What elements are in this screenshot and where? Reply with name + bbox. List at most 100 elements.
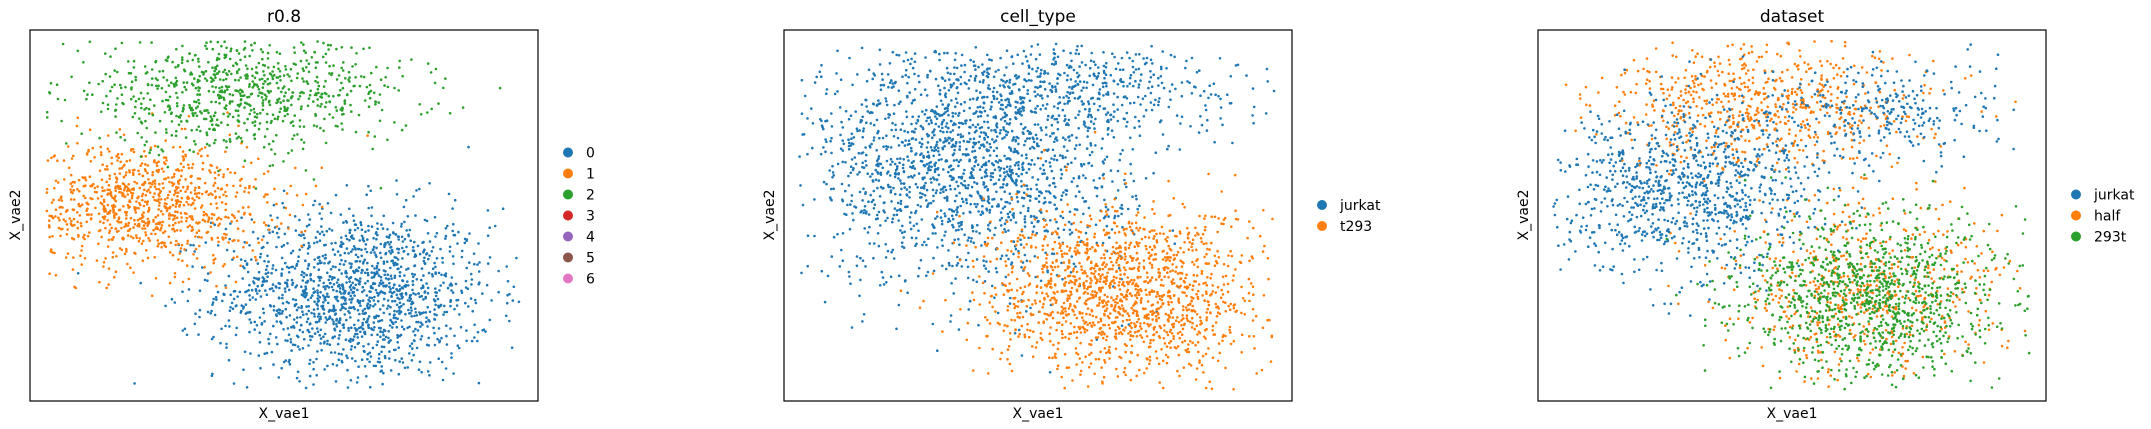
point-0	[306, 298, 310, 302]
point-1	[77, 233, 80, 237]
point-2	[246, 67, 249, 70]
point-1	[186, 187, 189, 191]
legend-label: 1	[586, 167, 595, 183]
point-jurkat	[945, 139, 949, 142]
point-jurkat	[986, 135, 990, 139]
point-1	[108, 223, 112, 226]
point-jurkat	[987, 197, 990, 201]
point-jurkat	[1092, 102, 1096, 106]
point-0	[398, 360, 402, 363]
point-0	[353, 323, 356, 327]
point-jurkat	[947, 261, 951, 265]
point-1	[295, 194, 299, 197]
point-0	[512, 285, 516, 289]
point-0	[364, 311, 368, 315]
point-0	[387, 330, 391, 333]
point-0	[187, 288, 191, 291]
point-1	[170, 198, 174, 201]
point-0	[437, 306, 441, 309]
point-jurkat	[995, 97, 999, 101]
point-0	[414, 311, 418, 314]
point-jurkat	[934, 77, 938, 81]
point-2	[246, 77, 249, 80]
point-1	[213, 171, 217, 174]
point-1	[148, 239, 152, 242]
point-jurkat	[897, 303, 901, 307]
point-jurkat	[967, 236, 971, 239]
point-2	[263, 93, 267, 96]
point-2	[278, 75, 282, 78]
point-1	[89, 160, 93, 163]
point-1	[99, 145, 102, 149]
point-jurkat	[1002, 84, 1005, 87]
point-0	[221, 299, 224, 303]
point-jurkat	[1116, 108, 1119, 111]
legend-marker	[563, 147, 573, 158]
point-1	[232, 256, 235, 260]
point-0	[458, 313, 461, 316]
point-jurkat	[865, 121, 868, 124]
point-jurkat	[1026, 137, 1029, 140]
point-0	[464, 301, 467, 305]
point-jurkat	[1006, 157, 1010, 160]
point-1	[187, 166, 191, 170]
point-1	[163, 198, 167, 201]
point-1	[157, 160, 160, 163]
point-jurkat	[934, 148, 938, 152]
point-0	[418, 360, 422, 364]
point-0	[390, 248, 394, 252]
point-0	[360, 234, 364, 238]
point-1	[52, 155, 56, 158]
point-jurkat	[978, 80, 982, 83]
point-1	[120, 248, 124, 252]
point-1	[203, 266, 206, 269]
point-0	[422, 298, 425, 301]
point-1	[168, 212, 171, 215]
point-jurkat	[881, 276, 885, 279]
point-jurkat	[991, 198, 994, 201]
point-2	[293, 51, 297, 54]
point-0	[433, 318, 437, 321]
point-2	[237, 120, 241, 123]
point-jurkat	[950, 214, 954, 218]
point-jurkat	[873, 242, 876, 245]
point-0	[410, 359, 414, 362]
point-0	[240, 309, 243, 313]
point-jurkat	[828, 169, 831, 172]
point-jurkat	[945, 66, 949, 70]
point-0	[493, 224, 497, 228]
point-jurkat	[862, 129, 865, 133]
point-0	[342, 221, 345, 224]
point-jurkat	[927, 122, 931, 126]
point-1	[179, 162, 183, 165]
point-0	[309, 338, 312, 342]
point-jurkat	[1019, 96, 1022, 99]
point-jurkat	[1036, 144, 1039, 147]
point-0	[290, 349, 293, 352]
point-1	[262, 172, 266, 176]
point-jurkat	[899, 157, 902, 160]
point-jurkat	[884, 117, 887, 121]
point-0	[293, 303, 297, 307]
point-1	[132, 226, 135, 229]
point-jurkat	[918, 80, 921, 84]
point-jurkat	[939, 216, 943, 219]
point-jurkat	[1068, 85, 1071, 89]
point-0	[354, 253, 358, 257]
point-jurkat	[899, 128, 903, 131]
point-0	[389, 369, 393, 372]
point-0	[310, 335, 314, 338]
point-2	[355, 52, 358, 55]
point-1	[76, 116, 80, 120]
point-2	[335, 47, 338, 51]
point-0	[349, 266, 353, 269]
point-2	[374, 103, 377, 106]
point-jurkat	[1062, 145, 1066, 148]
point-2	[156, 78, 159, 82]
point-0	[291, 283, 294, 287]
point-0	[393, 309, 396, 313]
point-2	[360, 75, 363, 78]
point-jurkat	[936, 215, 939, 218]
point-jurkat	[951, 129, 955, 132]
point-jurkat	[858, 129, 861, 132]
